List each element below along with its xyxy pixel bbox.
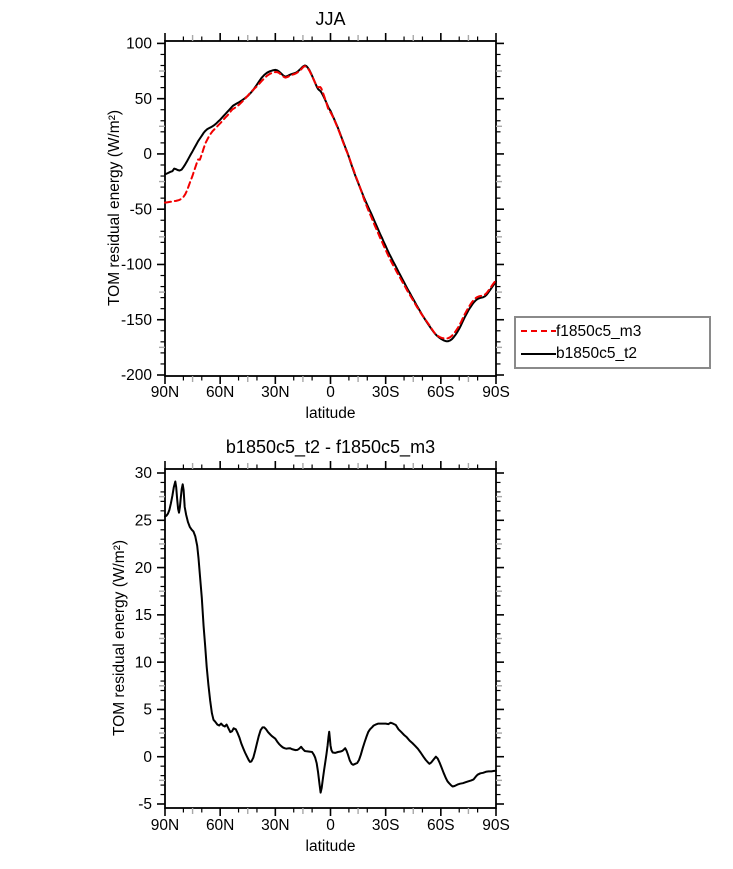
x-tick-label: 60S bbox=[427, 384, 455, 401]
legend-label-f1850c5-m3: f1850c5_m3 bbox=[556, 322, 642, 340]
x-tick-label: 90S bbox=[482, 817, 510, 834]
x-tick-label: 90N bbox=[151, 384, 179, 401]
y-tick-label: 10 bbox=[135, 654, 153, 671]
y-tick-label: 30 bbox=[135, 465, 153, 482]
plot-frame bbox=[164, 40, 497, 377]
y-tick-label: 0 bbox=[143, 146, 152, 163]
x-tick-label: 0 bbox=[326, 384, 335, 401]
y-tick-label: 15 bbox=[135, 607, 152, 624]
legend-entry-b1850c5-t2: b1850c5_t2 bbox=[521, 345, 709, 363]
legend-entry-f1850c5-m3: f1850c5_m3 bbox=[521, 322, 709, 340]
x-tick-label: 90S bbox=[482, 384, 510, 401]
curve-b1850c5-t2 bbox=[164, 64, 497, 343]
x-tick-label: 60S bbox=[427, 817, 455, 834]
y-tick-label: 25 bbox=[135, 512, 152, 529]
bottom-x-axis-title: latitude bbox=[306, 838, 356, 855]
x-tick-label: 60N bbox=[206, 817, 234, 834]
top-chart-panel: 90N 60N 30N 0 30S 60S 90S 100 50 0 -50 -100 -150 -200 bbox=[121, 33, 510, 401]
y-tick-label: -50 bbox=[130, 201, 153, 218]
x-tick-label: 30S bbox=[372, 384, 400, 401]
y-tick-label: -5 bbox=[138, 796, 152, 813]
legend: f1850c5_m3 b1850c5_t2 bbox=[514, 316, 711, 369]
y-tick-label: -100 bbox=[121, 257, 152, 274]
top-y-axis-title: TOM residual energy (W/m²) bbox=[106, 110, 123, 306]
x-tick-label: 60N bbox=[206, 384, 234, 401]
x-tick-label: 0 bbox=[326, 817, 335, 834]
y-tick-label: 20 bbox=[135, 560, 153, 577]
top-chart-title: JJA bbox=[315, 9, 345, 29]
curve-b1850c5-t2-f1850c5-m3 bbox=[164, 480, 497, 794]
curve-f1850c5-m3 bbox=[164, 65, 497, 340]
y-tick-label: 5 bbox=[143, 702, 152, 719]
red-dashed-line-sample bbox=[521, 330, 556, 333]
x-tick-label: 90N bbox=[151, 817, 179, 834]
legend-label-b1850c5-t2: b1850c5_t2 bbox=[556, 344, 638, 362]
plot-frame bbox=[164, 468, 497, 809]
black-solid-line-sample bbox=[521, 352, 556, 355]
y-tick-label: -200 bbox=[121, 367, 152, 384]
bottom-y-axis-title: TOM residual energy (W/m²) bbox=[111, 540, 128, 736]
x-tick-label: 30N bbox=[261, 817, 289, 834]
y-tick-label: 0 bbox=[143, 749, 152, 766]
y-tick-label: 50 bbox=[135, 91, 153, 108]
y-tick-label: 100 bbox=[126, 36, 152, 53]
x-tick-label: 30N bbox=[261, 384, 289, 401]
bottom-chart-panel: 90N 60N 30N 0 30S 60S 90S 30 25 20 15 10 5 0 -5 bbox=[135, 461, 510, 834]
x-tick-label: 30S bbox=[372, 817, 400, 834]
top-x-axis-title: latitude bbox=[306, 405, 356, 422]
bottom-chart-title: b1850c5_t2 - f1850c5_m3 bbox=[226, 437, 435, 458]
y-tick-label: -150 bbox=[121, 312, 152, 329]
